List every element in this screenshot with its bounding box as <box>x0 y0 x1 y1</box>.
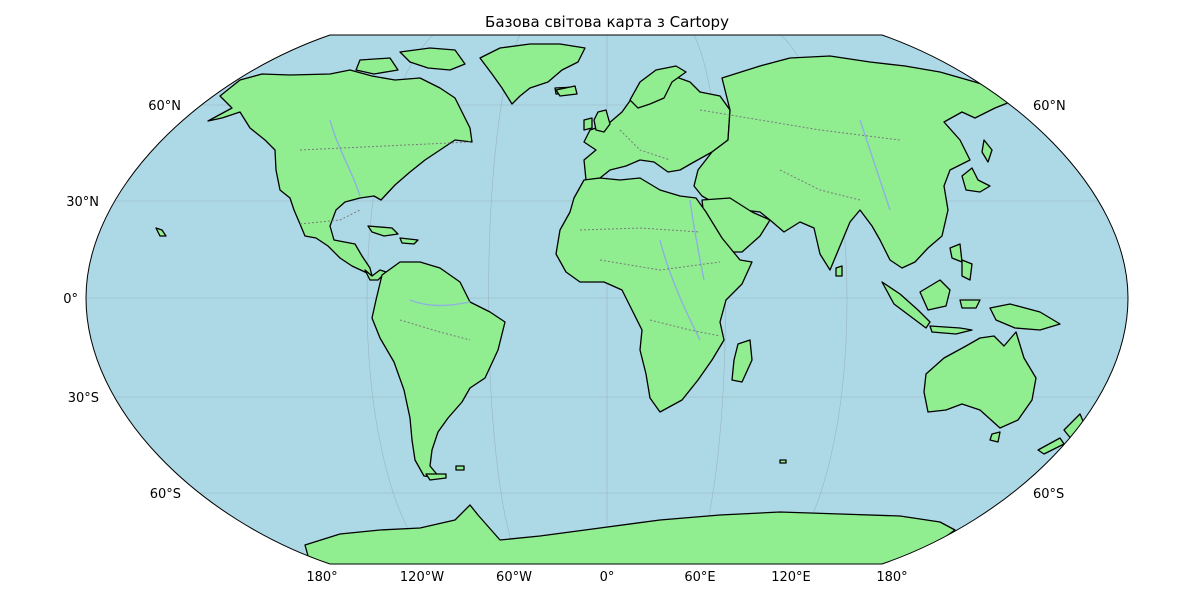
map-title: Базова світова карта з Cartopy <box>485 13 729 31</box>
south-america <box>371 261 506 479</box>
great-britain <box>593 109 611 133</box>
lon-label: 180° <box>306 570 337 585</box>
lon-labels-bottom: 180° 120°W 60°W 0° 60°E 120°E 180° <box>306 570 907 585</box>
north-america <box>207 69 473 277</box>
country-borders <box>299 109 901 341</box>
lat-label: 0° <box>63 292 78 307</box>
globe-outline <box>85 34 1129 565</box>
greenland <box>479 43 586 105</box>
madagascar <box>731 339 753 383</box>
africa <box>555 177 753 413</box>
lon-label: 0° <box>600 570 615 585</box>
lat-label: 30°N <box>66 195 99 210</box>
lat-label: 60°N <box>148 99 181 114</box>
japan <box>961 167 991 193</box>
australia <box>923 331 1037 429</box>
new-guinea <box>989 303 1061 331</box>
lat-label: 30°S <box>68 391 99 406</box>
iceland <box>555 85 578 97</box>
lat-labels-right: 60°N 60°S <box>1033 99 1066 502</box>
lat-label: 60°S <box>1033 487 1064 502</box>
lat-labels-left: 60°N 30°N 0° 30°S 60°S <box>63 99 181 502</box>
land <box>155 43 1087 564</box>
lon-label: 60°E <box>684 570 715 585</box>
lat-label: 60°N <box>1033 99 1066 114</box>
lon-label: 120°W <box>400 570 444 585</box>
lon-label: 120°E <box>771 570 811 585</box>
lon-label: 180° <box>876 570 907 585</box>
lon-label: 60°W <box>496 570 532 585</box>
rivers <box>329 119 891 341</box>
lat-label: 60°S <box>150 487 181 502</box>
